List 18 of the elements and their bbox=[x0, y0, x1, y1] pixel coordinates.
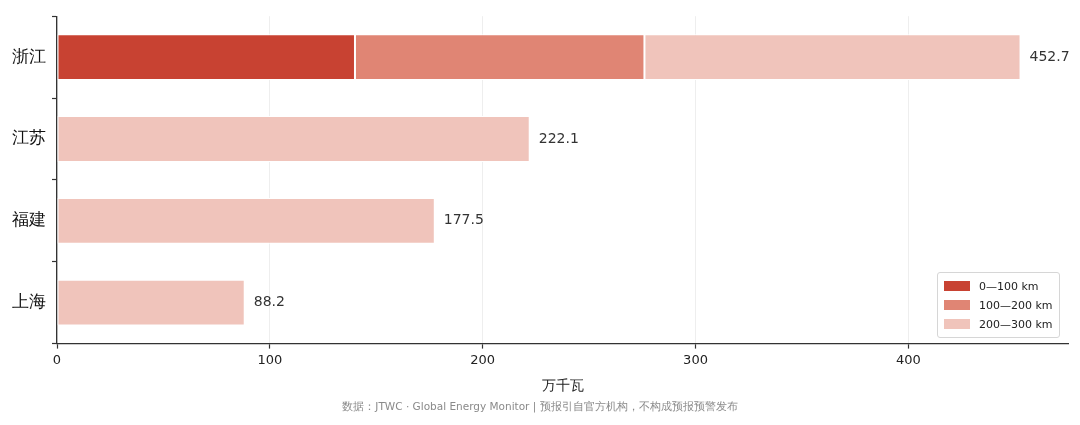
x-tick-label: 100 bbox=[257, 351, 283, 367]
x-tick-label: 200 bbox=[470, 351, 496, 367]
x-axis-title: 万千瓦 bbox=[541, 377, 584, 394]
y-tick-label: 江苏 bbox=[12, 127, 46, 148]
total-label: 88.2 bbox=[253, 293, 285, 310]
y-tick-label: 福建 bbox=[12, 209, 46, 230]
legend-label: 0—100 km bbox=[979, 279, 1039, 293]
y-tick-label: 上海 bbox=[12, 291, 46, 312]
x-tick-label: 400 bbox=[895, 351, 921, 367]
y-tick-label: 浙江 bbox=[12, 45, 46, 66]
x-tick-label: 300 bbox=[683, 351, 708, 367]
legend-label: 100—200 km bbox=[979, 298, 1053, 312]
total-label: 452.7 bbox=[1029, 47, 1070, 64]
total-label: 222.1 bbox=[538, 129, 579, 146]
total-label: 177.5 bbox=[443, 211, 484, 228]
text: 数据：JTWC · Global Energy Monitor | 预报引自官方机构，不构成预报预警发布 bbox=[341, 400, 739, 414]
legend-label: 200—300 km bbox=[979, 317, 1053, 331]
x-tick-label: 0 bbox=[52, 351, 62, 367]
